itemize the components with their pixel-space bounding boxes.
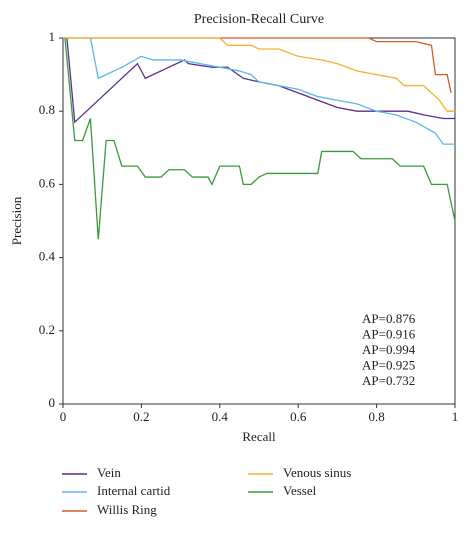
- series-line: [89, 37, 455, 145]
- ap-annotation: AP=0.732: [362, 373, 415, 388]
- chart-title: Precision-Recall Curve: [194, 12, 324, 27]
- x-axis-label: Recall: [242, 429, 276, 444]
- series-line: [66, 37, 455, 124]
- ap-annotation: AP=0.994: [362, 342, 416, 357]
- legend-label: Willis Ring: [97, 502, 157, 517]
- y-tick-label: 1: [49, 29, 56, 44]
- x-tick-label: 0.2: [133, 409, 149, 424]
- legend-label: Internal cartid: [97, 483, 171, 498]
- series-line: [63, 37, 455, 112]
- y-axis-label: Precision: [9, 196, 24, 245]
- y-tick-label: 0: [49, 395, 56, 410]
- legend-label: Vessel: [283, 483, 317, 498]
- ap-annotation: AP=0.925: [362, 357, 415, 372]
- series-line: [64, 37, 456, 240]
- y-tick-label: 0.6: [39, 175, 56, 190]
- legend-label: Venous sinus: [283, 465, 351, 480]
- ap-annotation: AP=0.916: [362, 326, 416, 341]
- y-tick-label: 0.8: [39, 102, 55, 117]
- y-tick-label: 0.4: [39, 249, 56, 264]
- x-tick-label: 0: [60, 409, 67, 424]
- x-tick-label: 0.8: [368, 409, 384, 424]
- series-line: [63, 37, 452, 94]
- y-tick-label: 0.2: [39, 322, 55, 337]
- ap-annotation: AP=0.876: [362, 311, 416, 326]
- x-tick-label: 0.6: [290, 409, 307, 424]
- legend-label: Vein: [97, 465, 121, 480]
- x-tick-label: 0.4: [212, 409, 229, 424]
- x-tick-label: 1: [452, 409, 459, 424]
